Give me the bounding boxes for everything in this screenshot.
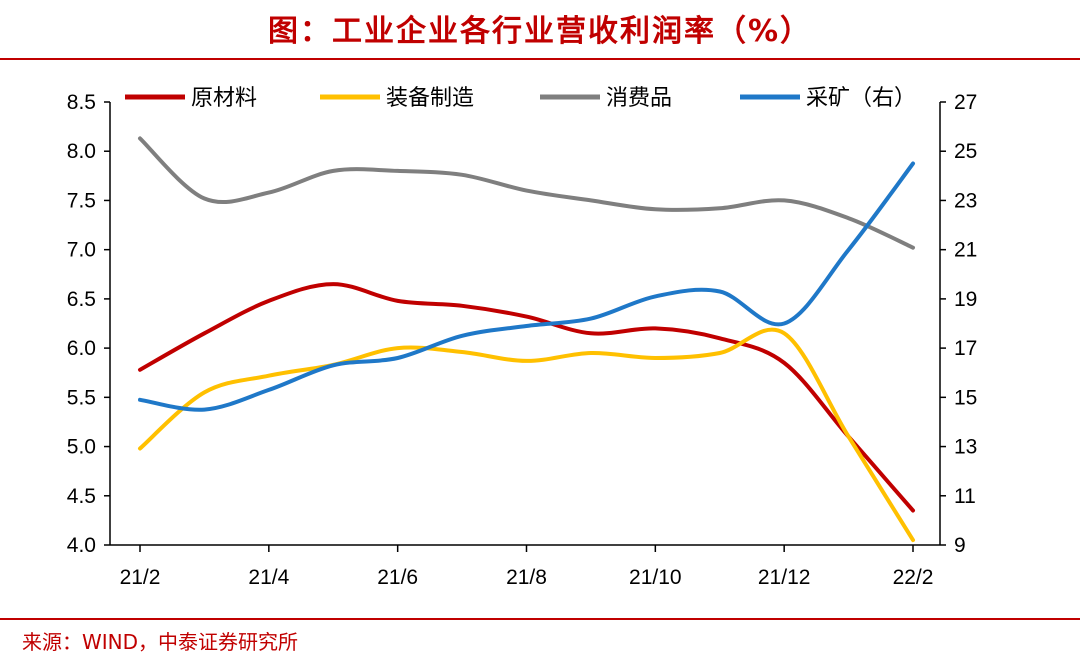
x-tick-label: 21/10 [629, 566, 682, 589]
y-right-tick-label: 21 [954, 239, 977, 262]
x-tick-label: 21/8 [506, 566, 547, 589]
y-left-tick-label: 4.0 [67, 534, 96, 557]
y-left-tick-label: 8.5 [67, 91, 96, 114]
x-tick-label: 21/6 [377, 566, 418, 589]
y-right-tick-label: 23 [954, 189, 977, 212]
title-underline [0, 58, 1080, 60]
y-left-tick-label: 4.5 [67, 485, 96, 508]
x-tick-label: 22/2 [893, 566, 934, 589]
x-tick-label: 21/12 [758, 566, 811, 589]
y-left-tick-label: 6.0 [67, 337, 96, 360]
y-right-tick-label: 15 [954, 386, 977, 409]
consumer-goods-line [138, 136, 915, 250]
y-right-tick-label: 9 [954, 534, 966, 557]
source-note: 来源：WIND，中泰证券研究所 [22, 630, 299, 654]
mining-line [138, 161, 915, 412]
legend-consumer-goods-label: 消费品 [606, 86, 672, 111]
y-right-tick-label: 19 [954, 288, 977, 311]
y-left-tick-label: 7.0 [67, 239, 96, 262]
series-lines [138, 136, 915, 543]
legend: 原材料 装备制造 消费品 采矿（右） [125, 86, 916, 111]
equipment-line [138, 327, 915, 543]
x-tick-label: 21/2 [120, 566, 161, 589]
y-left-tick-label: 5.5 [67, 386, 96, 409]
legend-raw-materials-label: 原材料 [191, 86, 257, 111]
y-left-tick-label: 5.0 [67, 436, 96, 459]
raw-materials-line [138, 282, 915, 513]
y-right-tick-label: 17 [954, 337, 977, 360]
y-right-tick-label: 25 [954, 140, 977, 163]
axes: 8.5 8.0 7.5 7.0 6.5 6.0 5.5 5.0 4.5 4.0 27 25 23 21 19… [67, 91, 978, 589]
y-left-tick-label: 7.5 [67, 189, 96, 212]
chart-title: 图：工业企业各行业营收利润率（%） [267, 14, 813, 49]
y-right-tick-label: 27 [954, 91, 977, 114]
y-left-tick-label: 6.5 [67, 288, 96, 311]
y-left-tick-label: 8.0 [67, 140, 96, 163]
source-divider [0, 618, 1080, 620]
legend-equipment-label: 装备制造 [386, 86, 474, 111]
y-right-tick-label: 11 [954, 485, 976, 508]
x-tick-label: 21/4 [248, 566, 289, 589]
y-right-tick-label: 13 [954, 436, 977, 459]
legend-mining-label: 采矿（右） [806, 86, 916, 111]
